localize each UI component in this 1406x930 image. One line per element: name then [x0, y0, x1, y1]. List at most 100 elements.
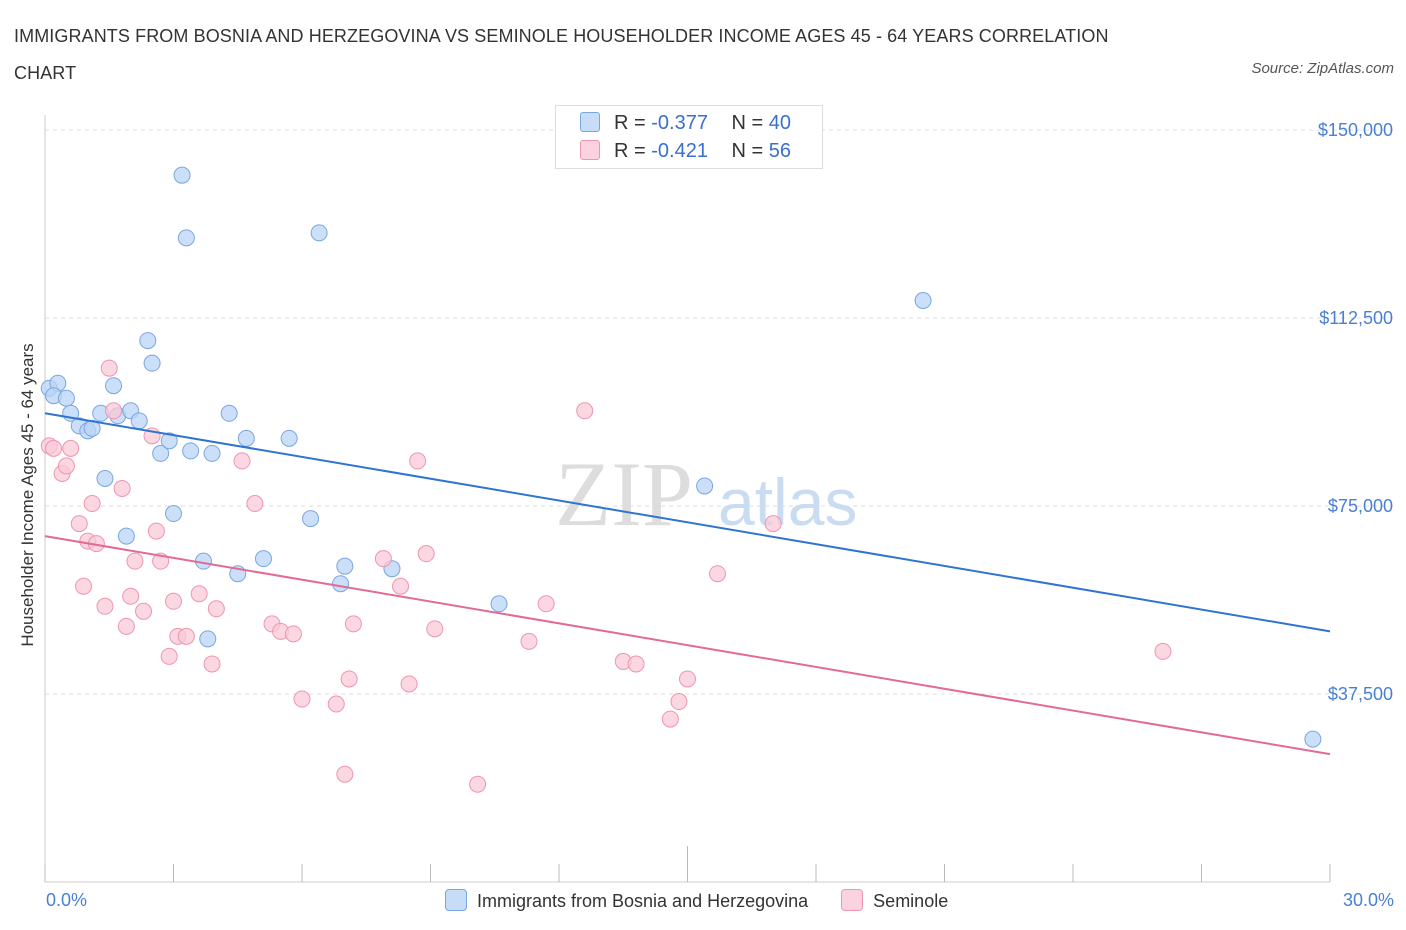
- data-point-seminole: [340, 670, 358, 688]
- data-point-seminole: [661, 710, 679, 728]
- legend-n-label: N =: [731, 140, 764, 162]
- data-point-seminole: [708, 565, 726, 583]
- data-point-bosnia: [117, 527, 135, 545]
- data-point-seminole: [1154, 642, 1172, 660]
- x-tick-label-min: 0.0%: [46, 890, 88, 910]
- y-tick-label: $75,000: [1328, 496, 1393, 516]
- data-point-seminole: [83, 495, 101, 513]
- data-point-seminole: [670, 693, 688, 711]
- data-point-bosnia: [143, 354, 161, 372]
- data-point-bosnia: [203, 444, 221, 462]
- legend-n-label: N =: [731, 112, 764, 134]
- data-point-bosnia: [177, 229, 195, 247]
- data-point-seminole: [409, 452, 427, 470]
- data-point-bosnia: [696, 477, 714, 495]
- data-point-bosnia: [914, 292, 932, 310]
- data-point-bosnia: [237, 429, 255, 447]
- data-point-bosnia: [57, 389, 75, 407]
- data-point-bosnia: [280, 429, 298, 447]
- data-point-seminole: [520, 632, 538, 650]
- data-point-seminole: [147, 522, 165, 540]
- data-point-bosnia: [310, 224, 328, 242]
- data-point-seminole: [117, 617, 135, 635]
- legend-label-bosnia: Immigrants from Bosnia and Herzegovina: [477, 891, 809, 911]
- y-tick-label: $150,000: [1318, 120, 1393, 140]
- data-point-seminole: [135, 602, 153, 620]
- data-point-bosnia: [96, 469, 114, 487]
- legend-swatch-pink: [580, 140, 600, 160]
- legend-label-seminole: Seminole: [873, 891, 949, 911]
- data-point-bosnia: [490, 595, 508, 613]
- data-point-seminole: [75, 577, 93, 595]
- data-point-bosnia: [152, 444, 170, 462]
- data-point-seminole: [165, 592, 182, 610]
- series-legend: Immigrants from Bosnia and Herzegovina S…: [445, 889, 976, 912]
- data-point-seminole: [426, 620, 444, 638]
- data-point-seminole: [400, 675, 418, 693]
- legend-r-value-blue: -0.377: [651, 112, 708, 134]
- x-tick-label-max: 30.0%: [1342, 890, 1394, 910]
- legend-r-label: R =: [614, 112, 646, 134]
- data-point-seminole: [70, 515, 88, 533]
- data-point-bosnia: [1304, 730, 1322, 748]
- data-point-bosnia: [182, 442, 200, 460]
- trend-line-seminole: [44, 535, 1331, 756]
- data-point-bosnia: [160, 432, 178, 450]
- data-point-bosnia: [130, 412, 148, 430]
- data-point-seminole: [627, 655, 645, 673]
- legend-r-label: R =: [614, 140, 646, 162]
- legend-row-pink: R = -0.421 N = 56: [580, 140, 791, 168]
- data-point-seminole: [374, 550, 392, 568]
- correlation-legend: R = -0.377 N = 40 R = -0.421 N = 56: [555, 105, 823, 169]
- data-point-seminole: [177, 627, 195, 645]
- data-point-bosnia: [173, 166, 191, 184]
- data-point-seminole: [113, 479, 131, 497]
- data-point-seminole: [764, 515, 782, 533]
- data-point-seminole: [327, 695, 345, 713]
- data-point-seminole: [417, 545, 435, 563]
- y-tick-label: $37,500: [1328, 684, 1393, 704]
- data-point-seminole: [100, 359, 118, 377]
- data-point-seminole: [190, 585, 208, 603]
- data-point-seminole: [203, 655, 221, 673]
- legend-swatch-blue: [580, 112, 600, 132]
- data-point-bosnia: [254, 550, 272, 568]
- legend-n-value-pink: 56: [768, 140, 792, 162]
- data-point-seminole: [293, 690, 311, 708]
- data-point-seminole: [122, 587, 140, 605]
- data-point-bosnia: [336, 557, 354, 575]
- data-point-seminole: [62, 439, 80, 457]
- legend-r-value-pink: -0.421: [651, 140, 708, 162]
- y-tick-label: $112,500: [1319, 308, 1393, 328]
- data-point-seminole: [576, 402, 594, 420]
- chart-title: IMMIGRANTS FROM BOSNIA AND HERZEGOVINA V…: [14, 26, 1109, 83]
- source-label: Source: ZipAtlas.com: [1251, 60, 1394, 77]
- data-point-bosnia: [139, 332, 157, 350]
- data-point-bosnia: [105, 377, 123, 395]
- data-point-bosnia: [332, 575, 350, 593]
- data-point-seminole: [336, 765, 354, 783]
- legend-swatch-bosnia: [445, 889, 467, 911]
- data-point-seminole: [537, 595, 555, 613]
- data-point-seminole: [96, 597, 114, 615]
- data-point-bosnia: [199, 630, 217, 648]
- data-point-seminole: [105, 402, 123, 420]
- legend-item-seminole[interactable]: Seminole: [841, 889, 948, 912]
- data-point-seminole: [469, 775, 487, 793]
- data-point-bosnia: [220, 404, 238, 422]
- data-point-seminole: [57, 457, 75, 475]
- data-point-seminole: [344, 615, 362, 633]
- data-point-seminole: [160, 647, 178, 665]
- data-point-seminole: [233, 452, 251, 470]
- data-point-seminole: [207, 600, 225, 618]
- data-point-seminole: [679, 670, 696, 688]
- legend-item-bosnia[interactable]: Immigrants from Bosnia and Herzegovina: [445, 889, 808, 912]
- data-point-seminole: [284, 625, 302, 643]
- legend-n-value-blue: 40: [768, 112, 792, 134]
- legend-row-blue: R = -0.377 N = 40: [580, 112, 791, 140]
- watermark-atlas: atlas: [718, 465, 857, 539]
- data-point-bosnia: [165, 505, 182, 523]
- legend-swatch-seminole: [841, 889, 864, 911]
- data-point-bosnia: [302, 510, 320, 528]
- data-point-seminole: [392, 577, 410, 595]
